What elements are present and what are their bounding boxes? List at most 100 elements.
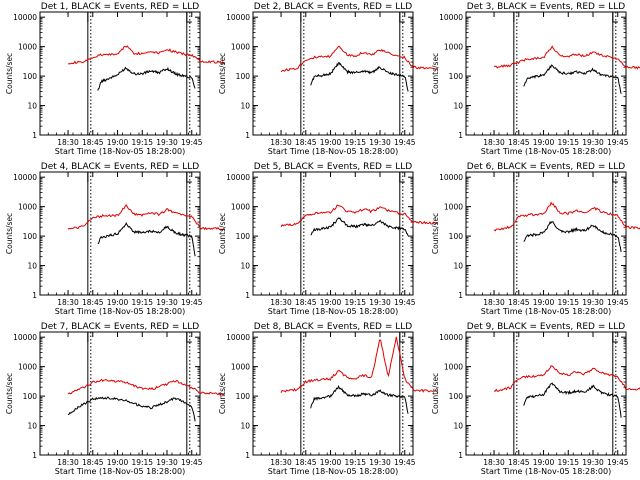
plot-frame: [465, 11, 627, 136]
x-tick-label: 18:45: [295, 298, 317, 307]
lld-series-line: [493, 45, 640, 70]
y-tick-label: 1000: [231, 43, 250, 52]
x-tick-label: 19:30: [582, 458, 604, 467]
x-tick-label: 19:45: [394, 458, 416, 467]
y-axis-label: Counts/sec: [5, 373, 14, 414]
y-tick-label: 1: [32, 131, 37, 140]
lld-series-line: [67, 203, 225, 231]
events-series-line: [523, 382, 622, 418]
y-tick-label: 1: [32, 451, 37, 460]
y-tick-label: 1000: [18, 203, 37, 212]
interval-bracket: [612, 332, 618, 343]
y-tick-label: 10: [27, 262, 37, 271]
x-tick-label: 18:30: [270, 458, 292, 467]
events-series-line: [310, 62, 409, 92]
lld-series-line: [493, 365, 640, 392]
x-tick-label: 18:45: [82, 138, 104, 147]
x-tick-label: 18:30: [270, 138, 292, 147]
y-tick-label: 1000: [444, 203, 463, 212]
y-tick-label: 10000: [13, 173, 37, 182]
x-tick-label: 19:30: [582, 138, 604, 147]
interval-bracket: [513, 11, 519, 22]
y-axis-label: Counts/sec: [431, 373, 440, 414]
y-tick-label: 1000: [18, 363, 37, 372]
lld-series-line: [67, 45, 225, 65]
panel-title: Det 1, BLACK = Events, RED = LLD: [41, 2, 200, 12]
y-tick-label: 10: [240, 422, 250, 431]
x-tick-label: 19:30: [156, 138, 178, 147]
x-tick-label: 19:00: [107, 138, 129, 147]
x-tick-label: 18:30: [57, 298, 79, 307]
x-tick-label: 18:45: [82, 458, 104, 467]
panel-title: Det 8, BLACK = Events, RED = LLD: [254, 322, 413, 332]
y-tick-label: 10000: [439, 13, 463, 22]
x-tick-label: 19:15: [344, 138, 366, 147]
y-tick-label: 100: [449, 232, 464, 241]
x-axis-label: Start Time (18-Nov-05 18:28:00): [55, 147, 185, 156]
y-axis-label: Counts/sec: [218, 53, 227, 94]
y-tick-label: 10: [27, 102, 37, 111]
interval-bracket: [300, 11, 306, 22]
panel-det-1: Det 1, BLACK = Events, RED = LLD 1 10 100 10…: [5, 2, 225, 156]
plot-frame: [39, 11, 201, 136]
y-tick-label: 1: [458, 451, 463, 460]
y-tick-label: 10: [240, 262, 250, 271]
x-tick-label: 19:30: [369, 138, 391, 147]
y-tick-label: 1000: [444, 363, 463, 372]
interval-bracket: [399, 332, 405, 343]
plot-frame: [465, 171, 627, 296]
events-series-line: [310, 217, 409, 236]
panel-title: Det 3, BLACK = Events, RED = LLD: [467, 2, 626, 12]
x-tick-label: 19:00: [533, 138, 555, 147]
x-tick-label: 18:30: [57, 458, 79, 467]
interval-bracket: [87, 11, 93, 22]
interval-bracket: [513, 171, 519, 182]
events-series-line: [523, 64, 622, 94]
interval-bracket: [300, 331, 306, 342]
interval-bracket: [186, 172, 192, 183]
y-tick-label: 1: [458, 131, 463, 140]
y-axis-label: Counts/sec: [431, 53, 440, 94]
x-tick-label: 18:45: [82, 298, 104, 307]
events-series-line: [97, 66, 196, 91]
y-tick-label: 10000: [439, 333, 463, 342]
y-tick-label: 1: [32, 291, 37, 300]
events-series-line: [310, 384, 409, 414]
lld-series-line: [67, 378, 225, 397]
x-axis-label: Start Time (18-Nov-05 18:28:00): [55, 307, 185, 316]
y-tick-label: 1: [245, 131, 250, 140]
x-axis-label: Start Time (18-Nov-05 18:28:00): [268, 467, 398, 476]
x-tick-label: 18:30: [57, 138, 79, 147]
y-axis-label: Counts/sec: [218, 213, 227, 254]
x-tick-label: 18:30: [483, 138, 505, 147]
panel-det-2: Det 2, BLACK = Events, RED = LLD 1 10 100 10…: [218, 2, 438, 156]
y-tick-label: 1000: [444, 43, 463, 52]
x-tick-label: 19:15: [557, 458, 579, 467]
x-axis-label: Start Time (18-Nov-05 18:28:00): [481, 147, 611, 156]
x-tick-label: 19:45: [607, 138, 629, 147]
panel-det-7: Det 7, BLACK = Events, RED = LLD 1 10 100 10…: [5, 322, 225, 476]
plot-frame: [465, 331, 627, 456]
plot-frame: [39, 331, 201, 456]
y-tick-label: 10000: [226, 13, 250, 22]
plot-frame: [252, 331, 414, 456]
x-tick-label: 19:00: [107, 298, 129, 307]
x-axis-label: Start Time (18-Nov-05 18:28:00): [268, 147, 398, 156]
panel-det-4: Det 4, BLACK = Events, RED = LLD 1 10 100 10…: [5, 162, 225, 316]
interval-bracket: [612, 172, 618, 183]
panel-det-8: Det 8, BLACK = Events, RED = LLD 1 10 100 10…: [218, 322, 439, 476]
panel-det-6: Det 6, BLACK = Events, RED = LLD 1 10 100 10…: [431, 162, 640, 316]
x-tick-label: 19:00: [533, 458, 555, 467]
x-tick-label: 19:30: [156, 298, 178, 307]
events-series-line: [523, 220, 622, 253]
interval-bracket: [186, 332, 192, 343]
lld-series-line: [493, 201, 640, 232]
x-tick-label: 19:15: [344, 458, 366, 467]
x-tick-label: 19:30: [156, 458, 178, 467]
x-tick-label: 18:45: [508, 138, 530, 147]
x-tick-label: 19:15: [557, 138, 579, 147]
panel-title: Det 4, BLACK = Events, RED = LLD: [41, 162, 200, 172]
events-series-line: [67, 396, 196, 422]
y-tick-label: 100: [23, 392, 38, 401]
